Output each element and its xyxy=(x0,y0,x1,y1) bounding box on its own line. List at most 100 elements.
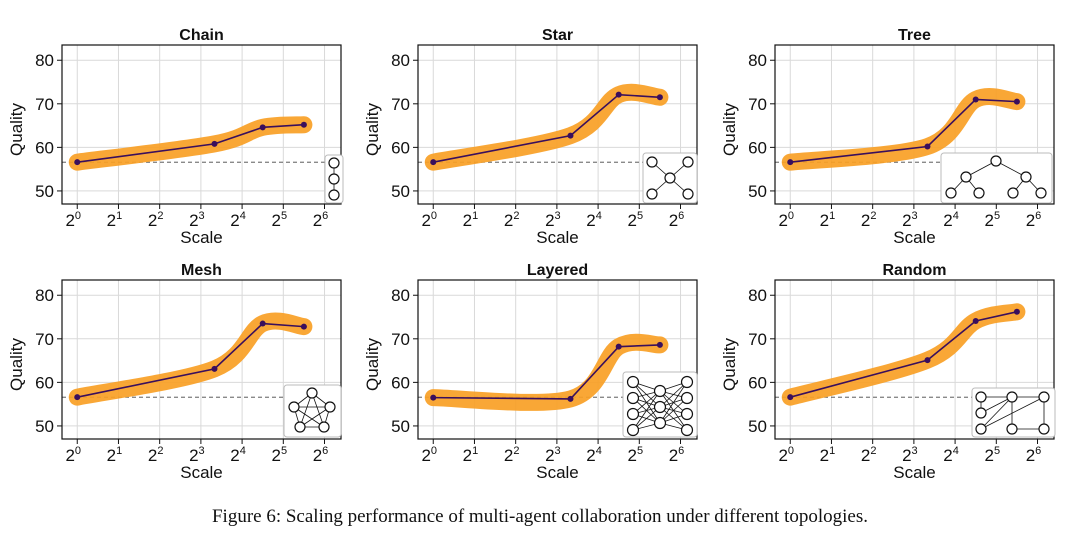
graph-edge xyxy=(632,390,661,431)
y-tick-label: 60 xyxy=(748,373,767,392)
x-tick-label: 24 xyxy=(943,445,959,465)
y-tick-label: 50 xyxy=(748,182,767,201)
graph-node xyxy=(680,423,694,437)
x-tick-label: 26 xyxy=(1026,445,1042,465)
graph-edge xyxy=(980,396,1045,430)
y-tick-label: 50 xyxy=(391,417,410,436)
data-point xyxy=(1013,98,1020,105)
graph-node xyxy=(680,407,694,421)
data-point xyxy=(259,124,266,131)
figure-caption: Figure 6: Scaling performance of multi-a… xyxy=(211,506,868,527)
x-tick-exponent: 1 xyxy=(829,210,835,222)
graph-edge xyxy=(995,160,1027,178)
x-tick-exponent: 0 xyxy=(788,210,794,222)
x-tick-exponent: 4 xyxy=(953,210,959,222)
x-axis-label: Scale xyxy=(536,463,579,482)
x-tick-exponent: 1 xyxy=(472,445,478,457)
y-tick-label: 70 xyxy=(748,330,767,349)
y-tick-label: 80 xyxy=(391,286,410,305)
x-tick-exponent: 4 xyxy=(953,445,959,457)
y-tick-label: 80 xyxy=(748,51,767,70)
graph-node xyxy=(306,387,318,399)
y-tick-label: 60 xyxy=(748,138,767,157)
topology-inset-icon xyxy=(642,152,698,204)
axes-frame xyxy=(774,44,1055,205)
x-tick-exponent: 5 xyxy=(281,445,287,457)
x-tick-exponent: 1 xyxy=(829,445,835,457)
x-tick-label: 25 xyxy=(985,445,1001,465)
x-tick-label: 22 xyxy=(504,210,520,230)
series-line xyxy=(433,93,660,163)
x-tick-label: 21 xyxy=(820,210,836,230)
x-axis-label: Scale xyxy=(893,228,936,247)
subplot-title: Star xyxy=(542,27,573,44)
x-tick-label: 26 xyxy=(313,445,329,465)
axes-frame xyxy=(61,44,342,205)
x-tick-exponent: 3 xyxy=(555,210,561,222)
x-tick-label: 23 xyxy=(189,445,205,465)
graph-node xyxy=(1038,423,1050,435)
data-point xyxy=(924,357,931,364)
x-tick-exponent: 5 xyxy=(637,210,643,222)
graph-edge xyxy=(980,396,1013,414)
graph-node xyxy=(975,423,987,435)
x-tick-exponent: 5 xyxy=(994,210,1000,222)
trend-band xyxy=(424,83,669,171)
x-tick-label: 23 xyxy=(189,210,205,230)
data-point xyxy=(787,394,794,401)
graph-node xyxy=(1038,391,1050,403)
series-line xyxy=(433,344,660,400)
trend-band xyxy=(424,333,669,411)
x-tick-label: 21 xyxy=(463,445,479,465)
x-tick-exponent: 0 xyxy=(431,210,437,222)
data-point xyxy=(615,343,622,350)
x-tick-label: 22 xyxy=(148,210,164,230)
x-axis-label: Scale xyxy=(180,228,223,247)
x-tick-exponent: 0 xyxy=(431,445,437,457)
y-axis-label: Quality xyxy=(720,338,739,391)
graph-node xyxy=(318,421,330,433)
x-tick-exponent: 2 xyxy=(157,210,163,222)
graph-node xyxy=(646,188,658,200)
x-tick-exponent: 4 xyxy=(596,210,602,222)
y-axis-label: Quality xyxy=(720,103,739,156)
x-tick-label: 20 xyxy=(65,210,81,230)
data-point xyxy=(972,317,979,324)
x-tick-label: 23 xyxy=(545,210,561,230)
graph-node xyxy=(1007,187,1019,199)
y-tick-label: 50 xyxy=(35,417,54,436)
trend-band xyxy=(781,88,1026,171)
x-tick-label: 22 xyxy=(504,445,520,465)
x-tick-label: 21 xyxy=(820,445,836,465)
x-tick-label: 20 xyxy=(65,445,81,465)
x-tick-label: 21 xyxy=(463,210,479,230)
graph-node xyxy=(626,375,640,389)
graph-node xyxy=(294,421,306,433)
y-tick-label: 60 xyxy=(391,138,410,157)
y-tick-label: 60 xyxy=(35,138,54,157)
graph-edge xyxy=(659,397,688,424)
subplot-title: Tree xyxy=(898,27,931,44)
data-point xyxy=(300,323,307,330)
y-tick-label: 50 xyxy=(35,182,54,201)
graph-edge xyxy=(293,406,325,428)
graph-node xyxy=(680,391,694,405)
graph-node xyxy=(975,407,987,419)
x-tick-label: 26 xyxy=(669,445,685,465)
x-tick-exponent: 4 xyxy=(240,210,246,222)
topology-inset-icon xyxy=(283,384,342,438)
y-tick-label: 50 xyxy=(391,182,410,201)
x-tick-label: 24 xyxy=(230,210,246,230)
x-tick-label: 23 xyxy=(902,445,918,465)
y-tick-label: 70 xyxy=(35,330,54,349)
graph-node xyxy=(680,375,694,389)
x-tick-label: 25 xyxy=(628,445,644,465)
graph-node xyxy=(664,172,676,184)
x-tick-exponent: 2 xyxy=(513,210,519,222)
data-point xyxy=(300,121,307,128)
x-tick-exponent: 0 xyxy=(788,445,794,457)
x-tick-label: 26 xyxy=(313,210,329,230)
graph-node xyxy=(653,416,667,430)
